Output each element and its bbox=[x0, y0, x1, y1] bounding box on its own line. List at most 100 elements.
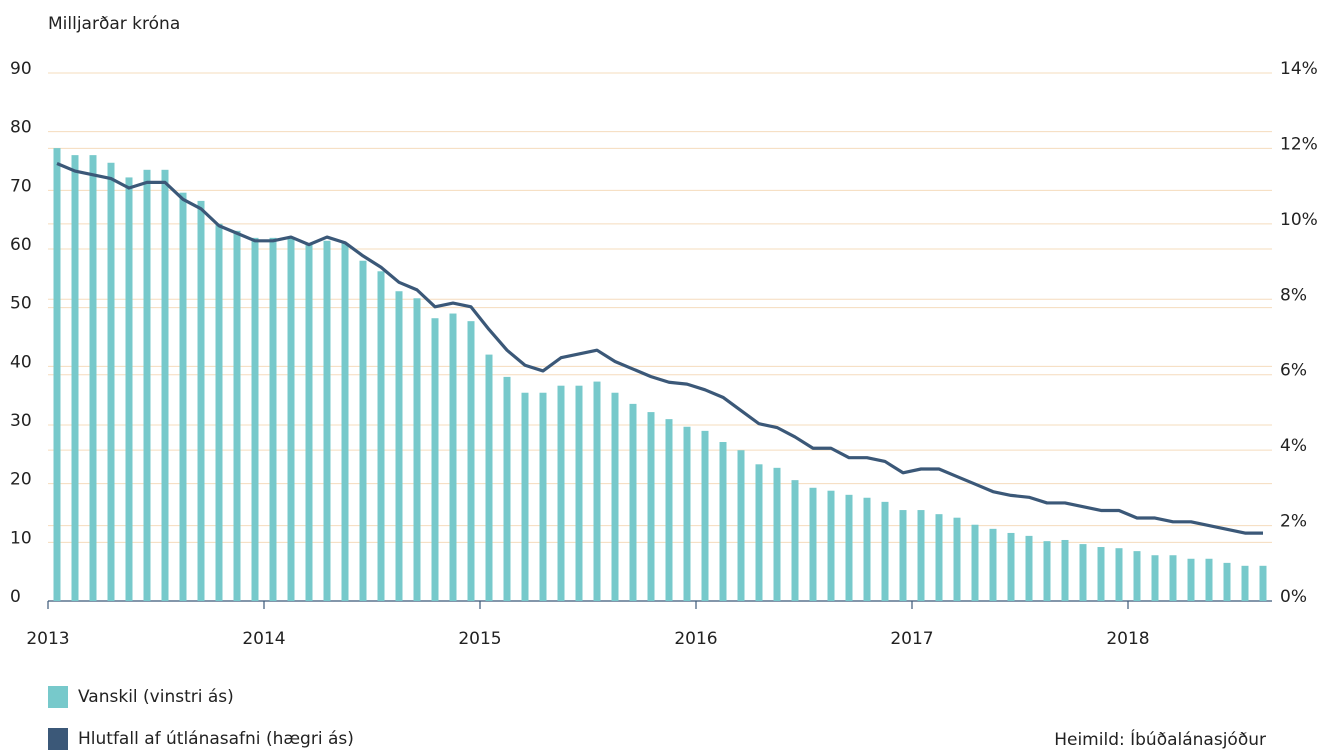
y2-tick-label: 4% bbox=[1280, 436, 1307, 456]
bar bbox=[809, 487, 817, 601]
legend-swatch bbox=[48, 728, 68, 750]
y-tick-label: 0 bbox=[10, 587, 21, 607]
bar bbox=[413, 298, 421, 601]
y-tick-label: 30 bbox=[10, 411, 32, 431]
legend-label: Vanskil (vinstri ás) bbox=[78, 687, 234, 707]
bar bbox=[755, 464, 763, 601]
bar bbox=[899, 510, 907, 601]
legend-label: Hlutfall af útlánasafni (hægri ás) bbox=[78, 729, 354, 749]
bar bbox=[611, 392, 619, 601]
bar bbox=[575, 385, 583, 601]
bar bbox=[1241, 565, 1249, 601]
bar bbox=[935, 514, 943, 601]
bar bbox=[557, 385, 565, 601]
bar bbox=[521, 392, 529, 601]
bar bbox=[1151, 555, 1159, 601]
bar bbox=[539, 392, 547, 601]
bar bbox=[845, 494, 853, 601]
bar bbox=[1205, 558, 1213, 601]
bar bbox=[773, 467, 781, 601]
bar bbox=[1007, 532, 1015, 601]
y-axis-title: Milljarðar króna bbox=[48, 14, 180, 34]
bar bbox=[665, 419, 673, 601]
bar bbox=[683, 426, 691, 601]
bar bbox=[953, 517, 961, 601]
y-tick-label: 70 bbox=[10, 176, 32, 196]
bar bbox=[503, 376, 511, 601]
bar bbox=[1097, 547, 1105, 601]
bar bbox=[881, 501, 889, 601]
x-tick-label: 2016 bbox=[674, 629, 717, 649]
legend-swatch bbox=[48, 686, 68, 708]
bar bbox=[719, 442, 727, 601]
bar bbox=[107, 162, 115, 601]
y-tick-label: 10 bbox=[10, 528, 32, 548]
bar bbox=[1169, 555, 1177, 601]
bar bbox=[1025, 535, 1033, 601]
bar bbox=[467, 321, 475, 601]
y2-tick-label: 6% bbox=[1280, 361, 1307, 381]
bar bbox=[377, 271, 385, 601]
bar bbox=[629, 403, 637, 601]
bar bbox=[197, 200, 205, 602]
bar bbox=[1079, 544, 1087, 601]
bar bbox=[179, 192, 187, 601]
bar bbox=[125, 177, 133, 601]
bar bbox=[593, 381, 601, 601]
bar bbox=[917, 510, 925, 601]
bar bbox=[305, 243, 313, 601]
x-tick-label: 2014 bbox=[242, 629, 285, 649]
y2-tick-label: 12% bbox=[1280, 134, 1318, 154]
y2-tick-label: 14% bbox=[1280, 59, 1318, 79]
bar bbox=[143, 169, 151, 602]
y2-tick-label: 8% bbox=[1280, 285, 1307, 305]
x-tick-label: 2017 bbox=[890, 629, 933, 649]
bar bbox=[485, 354, 493, 601]
bar bbox=[323, 240, 331, 601]
bar bbox=[1043, 541, 1051, 601]
bar bbox=[395, 291, 403, 601]
line bbox=[56, 162, 1263, 535]
bar bbox=[647, 412, 655, 601]
bar bbox=[269, 237, 277, 601]
y2-tick-label: 2% bbox=[1280, 512, 1307, 532]
x-tick-label: 2013 bbox=[26, 629, 69, 649]
bar bbox=[1259, 565, 1267, 601]
y-tick-label: 60 bbox=[10, 235, 32, 255]
bar bbox=[1115, 548, 1123, 601]
bar bbox=[1061, 539, 1069, 601]
bar bbox=[251, 237, 259, 601]
y-tick-label: 20 bbox=[10, 470, 32, 490]
bar bbox=[53, 148, 61, 602]
y-tick-label: 40 bbox=[10, 352, 32, 372]
bar bbox=[791, 480, 799, 601]
bar bbox=[359, 260, 367, 601]
y-tick-label: 80 bbox=[10, 118, 32, 138]
bar bbox=[1223, 562, 1231, 601]
y2-tick-label: 10% bbox=[1280, 210, 1318, 230]
y2-tick-label: 0% bbox=[1280, 587, 1307, 607]
bar bbox=[341, 243, 349, 601]
bar bbox=[827, 490, 835, 601]
source-note: Heimild: Íbúðalánasjóður bbox=[1054, 728, 1266, 750]
bar bbox=[215, 223, 223, 602]
bar bbox=[449, 313, 457, 601]
bar bbox=[161, 169, 169, 602]
x-tick-label: 2015 bbox=[458, 629, 501, 649]
bar bbox=[1187, 558, 1195, 601]
bar bbox=[701, 430, 709, 601]
bar bbox=[863, 497, 871, 601]
bar bbox=[1133, 551, 1141, 601]
bar bbox=[737, 450, 745, 601]
bar bbox=[287, 237, 295, 601]
x-tick-label: 2018 bbox=[1106, 629, 1149, 649]
y-tick-label: 90 bbox=[10, 59, 32, 79]
y-tick-label: 50 bbox=[10, 294, 32, 314]
bar bbox=[971, 524, 979, 601]
bar bbox=[431, 318, 439, 601]
bar bbox=[71, 155, 79, 601]
bar bbox=[989, 528, 997, 601]
bar bbox=[233, 230, 241, 601]
bar bbox=[89, 155, 97, 601]
